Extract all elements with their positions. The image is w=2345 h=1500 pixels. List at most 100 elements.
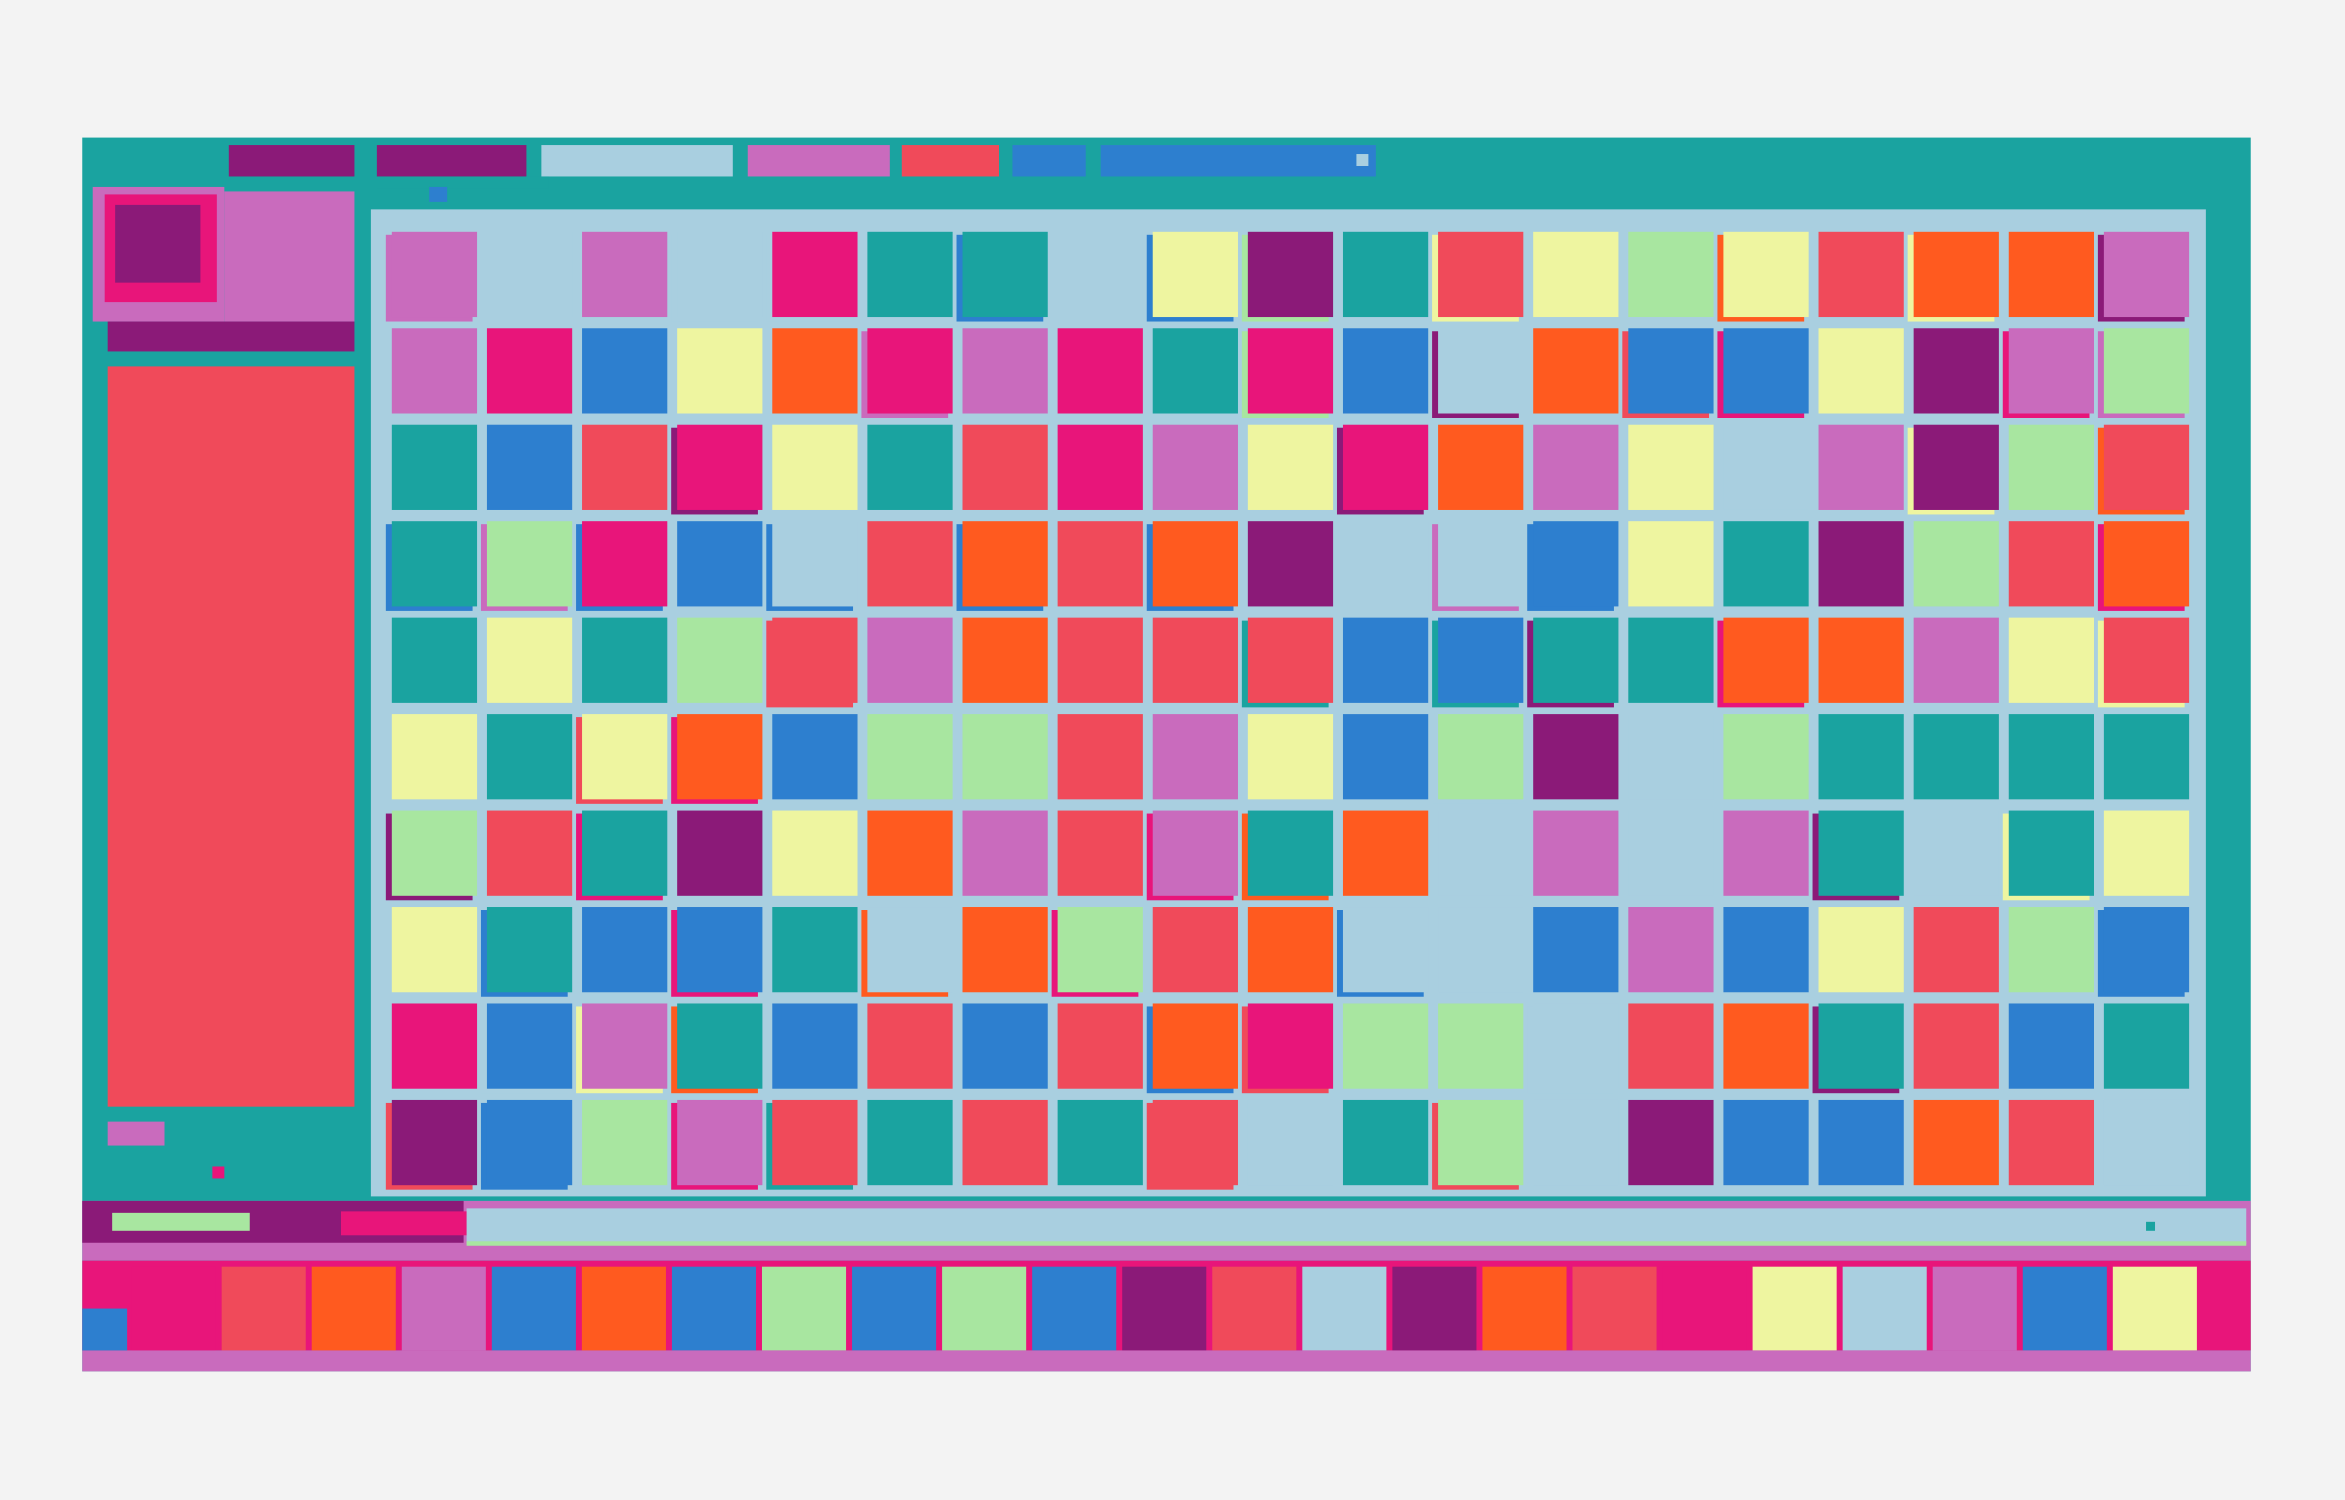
tile [867,617,953,703]
tile [1342,1003,1429,1089]
tile [486,617,573,703]
tile [1533,714,1619,800]
tile [2103,714,2190,800]
tile [2008,907,2094,993]
tile [486,907,573,993]
dock-tile [581,1266,666,1351]
dock-tile [852,1266,937,1351]
tile [1628,521,1714,607]
tile [1342,328,1429,414]
bottom-tab [340,1211,469,1236]
tile [1247,328,1334,414]
tile [1438,328,1524,414]
dock-tile [1842,1266,1927,1351]
tile [867,714,953,800]
tile [772,714,858,800]
tile [2008,1099,2094,1186]
tile [962,714,1048,800]
tile [1533,328,1619,414]
tile [867,328,953,414]
tile [677,424,763,510]
dock-tile [1392,1266,1477,1351]
top-strip [376,145,527,177]
tile [1913,617,1999,703]
tile [867,1003,953,1089]
canvas-group [82,137,2251,1372]
tile [582,521,668,607]
tile [1913,1003,1999,1089]
tile [582,231,668,318]
tile [1533,907,1619,993]
tile [962,1099,1048,1186]
tile [391,521,478,607]
tile [2008,617,2094,703]
tile [1247,617,1334,703]
dock-tile [1752,1266,1837,1351]
tile [1628,810,1714,896]
tile [1533,1099,1619,1186]
tile [772,521,858,607]
tile [2008,424,2094,510]
dock-tile [1212,1266,1297,1351]
tile [1152,424,1238,510]
tile [1152,328,1238,414]
tile [1628,714,1714,800]
tile [1818,1003,1904,1089]
tile [582,328,668,414]
tile [1533,424,1619,510]
tile [1342,231,1429,318]
tile [1057,231,1143,318]
tile-grid [385,231,2190,1190]
tile [1628,424,1714,510]
tile [1247,714,1334,800]
dock-tile [671,1266,757,1351]
tile [2103,424,2190,510]
tile [391,714,478,800]
tile [772,1003,858,1089]
top-strip [541,145,733,177]
tile [1628,231,1714,318]
tile [391,231,478,318]
tile [1438,617,1524,703]
tile [677,1003,763,1089]
top-strip [901,145,999,177]
tile [1628,617,1714,703]
tile [1533,521,1619,607]
tile [772,328,858,414]
panel-dot [212,1166,225,1179]
tile [1057,907,1143,993]
tile [1152,1099,1238,1186]
dock-tile [401,1266,486,1351]
tile [867,907,953,993]
tile [1818,907,1904,993]
tile [1818,231,1904,318]
tile [582,907,668,993]
tile [1438,1003,1524,1089]
bottom-strip [82,1350,2251,1372]
dock-tile [1932,1266,2017,1351]
tile [677,714,763,800]
dock-tile [491,1266,576,1351]
dock-tiles [131,1266,2197,1351]
dock-tile [761,1266,847,1351]
tile [1247,810,1334,896]
tile [391,617,478,703]
tile [1628,328,1714,414]
tile [1152,1003,1238,1089]
tile [677,231,763,318]
tile [1913,714,1999,800]
tile [2008,1003,2094,1089]
dock-tile [1482,1266,1567,1351]
icon [115,204,201,283]
tile [391,810,478,896]
tile [1057,714,1143,800]
address-line [466,1241,2247,1246]
tile [1533,231,1619,318]
tile [391,1099,478,1186]
tile [486,714,573,800]
tile [1057,328,1143,414]
tile [2103,907,2190,993]
tile [867,521,953,607]
tile [1057,1003,1143,1089]
